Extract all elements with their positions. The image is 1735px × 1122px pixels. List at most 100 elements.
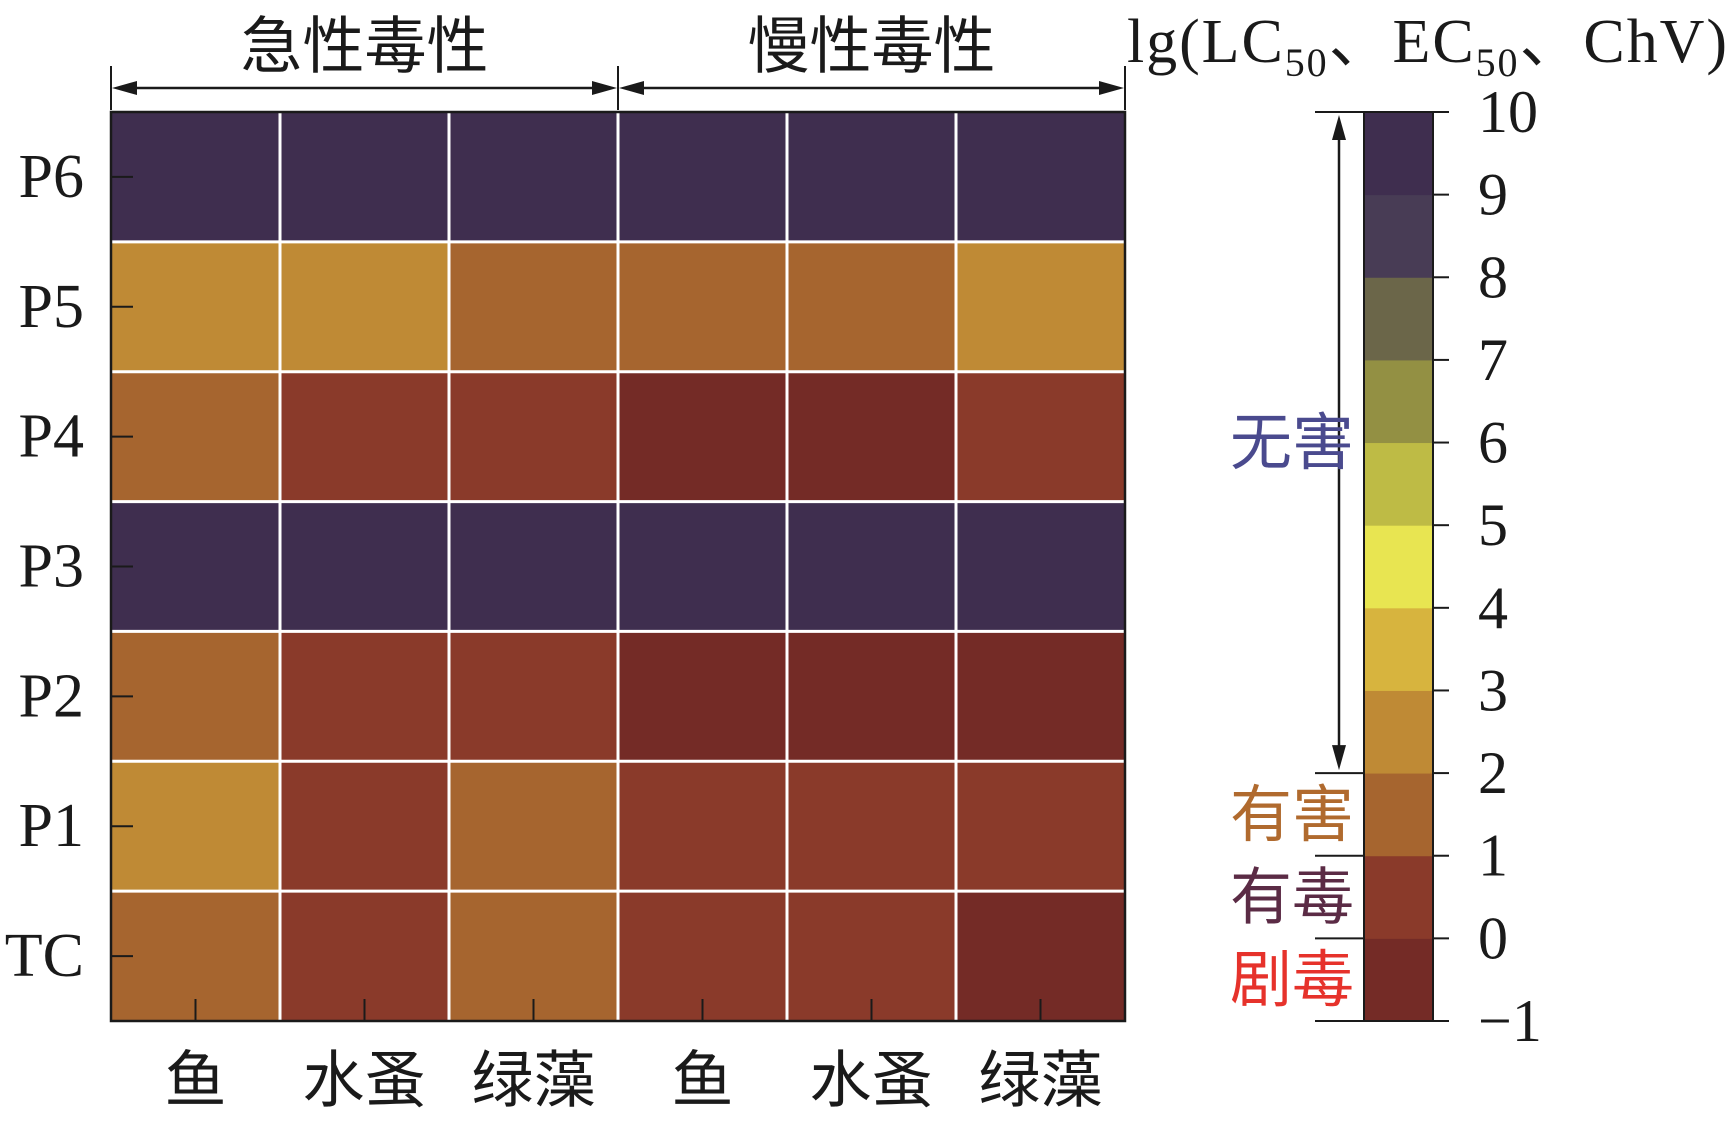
heatmap-cell bbox=[956, 631, 1126, 762]
colorbar-tick-label: 5 bbox=[1478, 492, 1508, 558]
row-label: TC bbox=[5, 922, 84, 990]
colorbar-tick-label: 8 bbox=[1478, 244, 1508, 310]
heatmap-cell bbox=[449, 371, 619, 503]
column-label: 绿藻 bbox=[978, 1044, 1102, 1117]
colorbar-band bbox=[1364, 690, 1433, 774]
column-label: 水蚤 bbox=[809, 1044, 933, 1117]
column-label: 水蚤 bbox=[302, 1044, 426, 1117]
colorbar-tick-label: 1 bbox=[1478, 823, 1508, 889]
arrow-head-right bbox=[592, 81, 617, 95]
heatmap-cell bbox=[618, 371, 788, 503]
colorbar-tick-label: 3 bbox=[1478, 657, 1508, 723]
heatmap-cell bbox=[449, 112, 619, 243]
group-label: 慢性毒性 bbox=[747, 10, 995, 83]
colorbar-band bbox=[1364, 607, 1433, 691]
colorbar-tick-label: 10 bbox=[1478, 79, 1538, 145]
column-label: 鱼 bbox=[164, 1044, 226, 1117]
heatmap-cell bbox=[956, 371, 1126, 503]
column-label: 绿藻 bbox=[471, 1044, 595, 1117]
heatmap-cell bbox=[618, 631, 788, 762]
heatmap-cell bbox=[449, 501, 619, 632]
heatmap-cell bbox=[787, 112, 957, 243]
heatmap-cell bbox=[280, 631, 450, 762]
colorbar-band bbox=[1364, 442, 1433, 526]
heatmap-cell bbox=[618, 761, 788, 892]
heatmap-cell bbox=[111, 761, 281, 892]
heatmap-cells bbox=[111, 112, 1126, 1022]
row-label: P1 bbox=[19, 792, 84, 860]
colorbar-tick-label: 9 bbox=[1478, 162, 1508, 228]
group-span-arrow bbox=[112, 81, 617, 95]
colorbar-tick-label: 4 bbox=[1478, 575, 1508, 641]
heatmap-gridlines bbox=[111, 112, 1125, 1021]
row-label: P6 bbox=[19, 143, 84, 211]
arrow-head-left bbox=[619, 81, 644, 95]
heatmap-cell bbox=[111, 371, 281, 503]
heatmap-cell bbox=[449, 631, 619, 762]
colorbar-band bbox=[1364, 938, 1433, 1022]
heatmap-cell bbox=[787, 371, 957, 503]
heatmap-cell bbox=[280, 112, 450, 243]
heatmap-cell bbox=[111, 112, 281, 243]
colorbar-tick-label: 2 bbox=[1478, 740, 1508, 806]
colorbar-tick-label: 0 bbox=[1478, 905, 1508, 971]
heatmap-cell bbox=[280, 761, 450, 892]
heatmap-cell bbox=[280, 241, 450, 373]
class-label: 有毒 bbox=[1230, 861, 1354, 934]
group-label: 急性毒性 bbox=[240, 10, 488, 83]
heatmap-cell bbox=[280, 371, 450, 503]
class-label: 剧毒 bbox=[1230, 943, 1354, 1016]
colorbar-tick-label: 6 bbox=[1478, 410, 1508, 476]
heatmap-cell bbox=[787, 501, 957, 632]
column-label: 鱼 bbox=[671, 1044, 733, 1117]
heatmap-cell bbox=[618, 112, 788, 243]
colorbar-title-part: 、ChV) bbox=[1519, 8, 1727, 76]
row-label: P3 bbox=[19, 533, 84, 601]
row-label: P4 bbox=[19, 403, 84, 471]
colorbar-tick-label: 7 bbox=[1478, 327, 1508, 393]
heatmap-axis-ticks bbox=[111, 175, 1042, 1021]
heatmap-cell bbox=[449, 761, 619, 892]
heatmap-cell bbox=[618, 241, 788, 373]
colorbar-border bbox=[1363, 111, 1434, 1022]
heatmap-cell bbox=[956, 761, 1126, 892]
colorbar-band bbox=[1364, 194, 1433, 278]
heatmap-cell bbox=[956, 501, 1126, 632]
colorbar-band bbox=[1364, 277, 1433, 361]
arrow-head-up bbox=[1332, 115, 1346, 140]
row-label: P5 bbox=[19, 273, 84, 341]
colorbar-title-part: lg(LC bbox=[1127, 8, 1283, 76]
colorbar-tick-label: −1 bbox=[1478, 988, 1542, 1054]
heatmap-cell bbox=[956, 241, 1126, 373]
heatmap-cell bbox=[280, 501, 450, 632]
heatmap-cell bbox=[111, 241, 281, 373]
heatmap-cell bbox=[787, 761, 957, 892]
colorbar-title-part: 、EC bbox=[1329, 8, 1474, 76]
class-label: 无害 bbox=[1230, 406, 1354, 479]
colorbar-band bbox=[1364, 773, 1433, 857]
arrow-head-down bbox=[1332, 745, 1346, 771]
row-label: P2 bbox=[19, 662, 84, 730]
class-range-arrow bbox=[1332, 115, 1346, 771]
colorbar-band bbox=[1364, 112, 1433, 196]
heatmap-cell bbox=[787, 241, 957, 373]
colorbar-title: lg(LC50、EC50、ChV) bbox=[1127, 8, 1727, 85]
colorbar-band bbox=[1364, 525, 1433, 609]
heatmap-cell bbox=[956, 112, 1126, 243]
colorbar-band bbox=[1364, 855, 1433, 939]
heatmap-cell bbox=[787, 631, 957, 762]
class-label: 有害 bbox=[1230, 778, 1354, 851]
group-span-arrow bbox=[619, 81, 1124, 95]
arrow-head-left bbox=[112, 81, 137, 95]
colorbar-band bbox=[1364, 359, 1433, 444]
colorbar-title-subscript: 50 bbox=[1476, 40, 1518, 85]
colorbar-title-subscript: 50 bbox=[1285, 40, 1327, 85]
heatmap-cell bbox=[618, 501, 788, 632]
heatmap-cell bbox=[449, 241, 619, 373]
heatmap-cell bbox=[111, 631, 281, 762]
arrow-head-right bbox=[1099, 81, 1124, 95]
heatmap-cell bbox=[111, 501, 281, 632]
